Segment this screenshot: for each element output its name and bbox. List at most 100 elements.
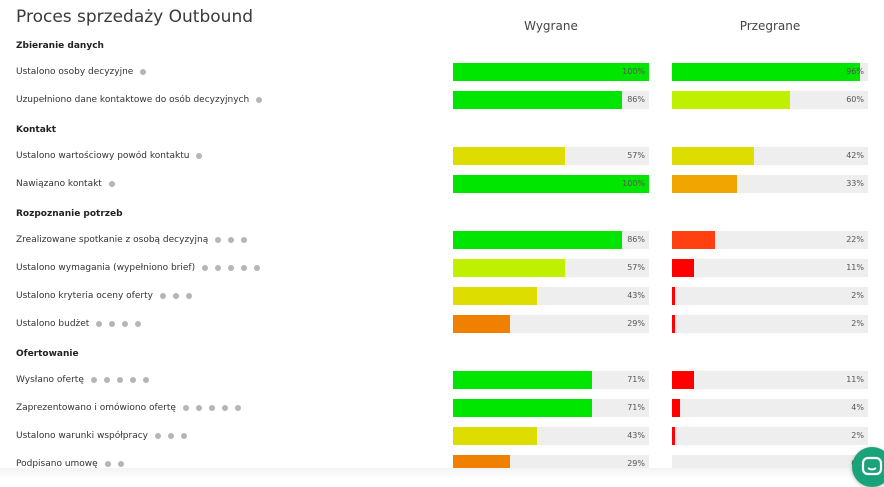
step-dot-icon [228, 264, 235, 271]
step-dot-icon [182, 404, 189, 411]
step-dot-icon [103, 376, 110, 383]
lost-bar-track: 4% [672, 399, 868, 417]
won-bar [453, 63, 649, 81]
row-label: Ustalono osoby decyzyjne [16, 66, 147, 78]
row-label: Zrealizowane spotkanie z osobą decyzyjną [16, 234, 248, 246]
lost-bar-track: 22% [672, 231, 868, 249]
step-dot-icon [155, 432, 161, 439]
chat-button[interactable] [852, 447, 884, 487]
won-bar [453, 147, 565, 165]
won-percent-label: 43% [627, 291, 645, 300]
row-label-text: Ustalono wartościowy powód kontaktu [16, 151, 190, 161]
step-dot-icon [117, 460, 124, 467]
step-dot-icon [215, 236, 222, 243]
lost-bar [672, 259, 694, 277]
won-percent-label: 86% [627, 95, 645, 104]
row-label-text: Ustalono wymagania (wypełniono brief) [16, 263, 196, 273]
lost-bar [672, 231, 716, 249]
section-label: Rozpoznanie potrzeb [16, 209, 123, 219]
won-bar [453, 315, 510, 333]
lost-percent-label: 33% [846, 179, 864, 188]
step-dot-icon [116, 376, 123, 383]
lost-bar [672, 399, 680, 417]
step-dot-icon [234, 404, 241, 411]
lost-bar [672, 287, 675, 305]
lost-bar-track: 2% [672, 287, 868, 305]
lost-bar-track: 42% [672, 147, 868, 165]
won-percent-label: 71% [627, 375, 645, 384]
lost-bar [672, 147, 755, 165]
step-dot-icon [108, 180, 115, 187]
won-bar-track: 86% [453, 91, 649, 109]
page-title: Proces sprzedaży Outbound [16, 7, 254, 27]
lost-bar-track: 96% [672, 63, 868, 81]
row-label-text: Zrealizowane spotkanie z osobą decyzyjną [16, 235, 209, 245]
lost-bar [672, 371, 694, 389]
section-label: Kontakt [16, 125, 57, 135]
won-bar-track: 29% [453, 315, 649, 333]
step-dot-icon [228, 236, 235, 243]
lost-bar [672, 175, 737, 193]
row-label: Podpisano umowę [16, 458, 124, 470]
row-label: Ustalono warunki współpracy [16, 430, 187, 442]
lost-bar-track: 11% [672, 259, 868, 277]
lost-percent-label: 2% [851, 319, 864, 328]
column-header-lost: Przegrane [739, 19, 801, 33]
row-label: Ustalono kryteria oceny oferty [16, 290, 192, 302]
lost-percent-label: 11% [846, 375, 864, 384]
row-label-text: Wysłano ofertę [16, 375, 84, 385]
step-dot-icon [241, 236, 248, 243]
lost-percent-label: 60% [846, 95, 864, 104]
lost-percent-label: 2% [851, 431, 864, 440]
won-bar-track: 43% [453, 427, 649, 445]
won-bar [453, 427, 538, 445]
step-dot-icon [159, 292, 166, 299]
row-label: Ustalono wymagania (wypełniono brief) [16, 262, 261, 274]
row-label: Ustalono budżet [16, 318, 142, 330]
won-bar-track: 57% [453, 259, 649, 277]
won-bar-track: 71% [453, 371, 649, 389]
lost-percent-label: 96% [846, 67, 864, 76]
won-percent-label: 100% [622, 179, 645, 188]
lost-bar-track: 11% [672, 371, 868, 389]
section-label: Ofertowanie [16, 349, 79, 359]
step-dot-icon [109, 320, 116, 327]
lost-percent-label: 42% [846, 151, 864, 160]
lost-bar [672, 91, 790, 109]
row-label: Zaprezentowano i omówiono ofertę [16, 402, 241, 414]
won-percent-label: 71% [627, 403, 645, 412]
step-dot-icon [140, 68, 147, 75]
row-label: Nawiązano kontakt [16, 178, 115, 190]
lost-percent-label: 22% [846, 235, 864, 244]
lost-percent-label: 4% [851, 403, 864, 412]
won-bar-track: 71% [453, 399, 649, 417]
step-dot-icon [168, 432, 174, 439]
lost-percent-label: 2% [851, 291, 864, 300]
won-bar [453, 371, 593, 389]
won-bar-track: 43% [453, 287, 649, 305]
step-dot-icon [104, 460, 111, 467]
lost-bar [672, 63, 861, 81]
step-dot-icon [241, 264, 248, 271]
row-label: Ustalono wartościowy powód kontaktu [16, 150, 203, 162]
step-dot-icon [122, 320, 129, 327]
step-dot-icon [221, 404, 228, 411]
lost-percent-label: 11% [846, 263, 864, 272]
won-bar [453, 287, 538, 305]
step-dot-icon [185, 292, 192, 299]
won-bar [453, 175, 649, 193]
step-dot-icon [195, 404, 202, 411]
step-dot-icon [135, 320, 142, 327]
row-label-text: Ustalono warunki współpracy [16, 431, 148, 441]
step-dot-icon [90, 376, 97, 383]
won-bar [453, 259, 565, 277]
row-label-text: Ustalono budżet [16, 319, 90, 329]
row-label-text: Zaprezentowano i omówiono ofertę [16, 403, 176, 413]
won-percent-label: 57% [627, 263, 645, 272]
lost-bar [672, 427, 675, 445]
won-bar-track: 57% [453, 147, 649, 165]
won-percent-label: 86% [627, 235, 645, 244]
lost-bar-track: 2% [672, 315, 868, 333]
step-dot-icon [254, 264, 261, 271]
section-label: Zbieranie danych [16, 41, 104, 51]
